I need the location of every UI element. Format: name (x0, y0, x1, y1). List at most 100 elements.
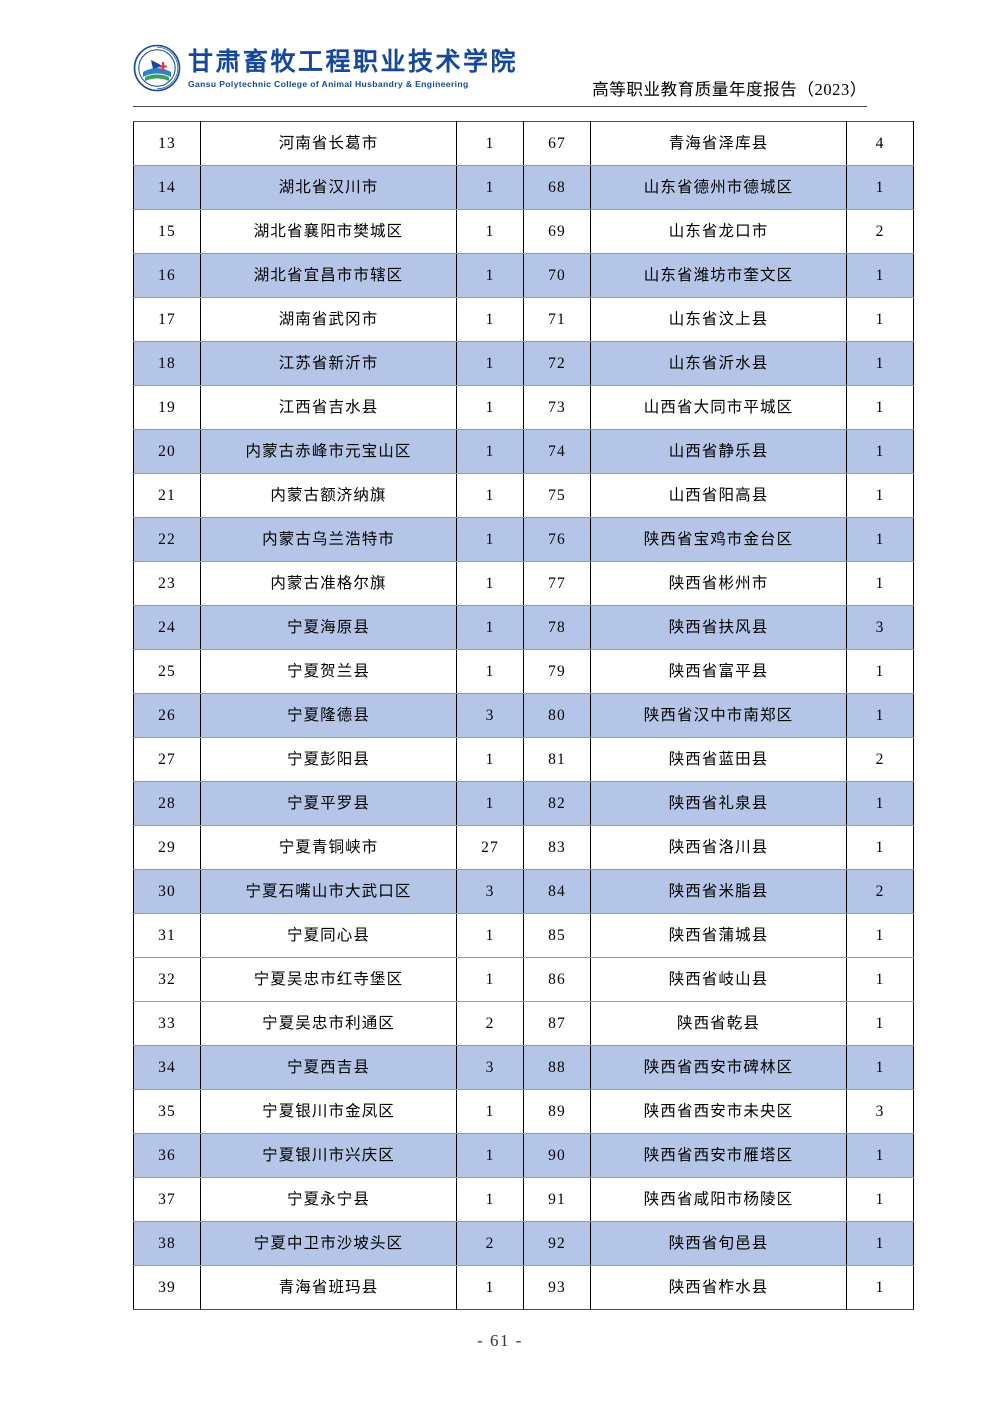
table-row: 23 内蒙古准格尔旗 1 77 陕西省彬州市 1 (133, 561, 914, 606)
cell-left-count: 3 (456, 1045, 524, 1090)
table-row: 30 宁夏石嘴山市大武口区 3 84 陕西省米脂县 2 (133, 869, 914, 914)
institution-name-block: 甘肃畜牧工程职业技术学院 Gansu Polytechnic College o… (188, 47, 518, 90)
cell-left-count: 1 (456, 605, 524, 650)
cell-right-region: 陕西省礼泉县 (590, 781, 847, 826)
cell-left-count: 1 (456, 1089, 524, 1134)
cell-right-count: 1 (846, 693, 914, 738)
cell-left-count: 3 (456, 693, 524, 738)
cell-right-region: 陕西省柞水县 (590, 1265, 847, 1310)
cell-right-region: 山东省潍坊市奎文区 (590, 253, 847, 298)
cell-left-index: 21 (133, 473, 201, 518)
cell-right-count: 1 (846, 957, 914, 1002)
cell-right-count: 1 (846, 429, 914, 474)
cell-left-region: 河南省长葛市 (200, 121, 457, 166)
cell-left-index: 28 (133, 781, 201, 826)
cell-right-index: 92 (523, 1221, 591, 1266)
cell-left-index: 30 (133, 869, 201, 914)
table-container: 13 河南省长葛市 1 67 青海省泽库县 4 14 湖北省汉川市 1 68 山东省德州市德城区 1 1… (133, 121, 914, 1310)
table-row: 36 宁夏银川市兴庆区 1 90 陕西省西安市雁塔区 1 (133, 1133, 914, 1178)
cell-right-region: 陕西省汉中市南郑区 (590, 693, 847, 738)
region-headcount-table: 13 河南省长葛市 1 67 青海省泽库县 4 14 湖北省汉川市 1 68 山东省德州市德城区 1 1… (133, 121, 914, 1310)
institution-name-cn: 甘肃畜牧工程职业技术学院 (188, 48, 519, 76)
cell-right-count: 1 (846, 385, 914, 430)
cell-right-count: 1 (846, 253, 914, 298)
cell-right-count: 1 (846, 1001, 914, 1046)
cell-left-region: 内蒙古额济纳旗 (200, 473, 457, 518)
table-row: 27 宁夏彭阳县 1 81 陕西省蓝田县 2 (133, 737, 914, 782)
cell-left-region: 宁夏吴忠市红寺堡区 (200, 957, 457, 1002)
cell-left-region: 宁夏海原县 (200, 605, 457, 650)
cell-right-region: 山西省静乐县 (590, 429, 847, 474)
cell-left-count: 1 (456, 1133, 524, 1178)
cell-right-index: 75 (523, 473, 591, 518)
cell-left-region: 内蒙古乌兰浩特市 (200, 517, 457, 562)
cell-right-index: 81 (523, 737, 591, 782)
cell-right-region: 陕西省洛川县 (590, 825, 847, 870)
cell-left-count: 1 (456, 253, 524, 298)
cell-right-index: 72 (523, 341, 591, 386)
cell-right-index: 69 (523, 209, 591, 254)
cell-right-region: 陕西省岐山县 (590, 957, 847, 1002)
cell-left-region: 宁夏青铜峡市 (200, 825, 457, 870)
cell-right-count: 1 (846, 297, 914, 342)
cell-right-index: 73 (523, 385, 591, 430)
cell-left-index: 13 (133, 121, 201, 166)
cell-left-index: 15 (133, 209, 201, 254)
cell-left-region: 湖北省宜昌市市辖区 (200, 253, 457, 298)
circular-seal-emblem-icon (133, 44, 181, 92)
table-row: 20 内蒙古赤峰市元宝山区 1 74 山西省静乐县 1 (133, 429, 914, 474)
cell-right-region: 陕西省宝鸡市金台区 (590, 517, 847, 562)
cell-left-region: 宁夏平罗县 (200, 781, 457, 826)
cell-right-index: 88 (523, 1045, 591, 1090)
cell-left-count: 1 (456, 517, 524, 562)
table-row: 15 湖北省襄阳市樊城区 1 69 山东省龙口市 2 (133, 209, 914, 254)
cell-right-count: 2 (846, 209, 914, 254)
table-row: 33 宁夏吴忠市利通区 2 87 陕西省乾县 1 (133, 1001, 914, 1046)
cell-left-region: 宁夏永宁县 (200, 1177, 457, 1222)
table-row: 13 河南省长葛市 1 67 青海省泽库县 4 (133, 121, 914, 166)
cell-right-index: 90 (523, 1133, 591, 1178)
cell-right-region: 山东省汶上县 (590, 297, 847, 342)
cell-left-count: 1 (456, 385, 524, 430)
table-row: 16 湖北省宜昌市市辖区 1 70 山东省潍坊市奎文区 1 (133, 253, 914, 298)
header-divider (133, 106, 867, 107)
cell-right-region: 陕西省乾县 (590, 1001, 847, 1046)
institution-logo: 甘肃畜牧工程职业技术学院 Gansu Polytechnic College o… (133, 44, 518, 92)
cell-right-count: 1 (846, 561, 914, 606)
cell-right-region: 陕西省米脂县 (590, 869, 847, 914)
cell-right-region: 山西省大同市平城区 (590, 385, 847, 430)
cell-right-count: 3 (846, 1089, 914, 1134)
cell-right-count: 1 (846, 1177, 914, 1222)
table-row: 22 内蒙古乌兰浩特市 1 76 陕西省宝鸡市金台区 1 (133, 517, 914, 562)
cell-right-index: 78 (523, 605, 591, 650)
cell-right-region: 陕西省西安市碑林区 (590, 1045, 847, 1090)
cell-left-index: 31 (133, 913, 201, 958)
cell-left-count: 1 (456, 341, 524, 386)
cell-right-region: 陕西省咸阳市杨陵区 (590, 1177, 847, 1222)
cell-left-region: 宁夏银川市兴庆区 (200, 1133, 457, 1178)
cell-left-count: 1 (456, 297, 524, 342)
cell-right-region: 陕西省彬州市 (590, 561, 847, 606)
table-row: 32 宁夏吴忠市红寺堡区 1 86 陕西省岐山县 1 (133, 957, 914, 1002)
cell-left-index: 38 (133, 1221, 201, 1266)
cell-right-count: 1 (846, 517, 914, 562)
cell-left-index: 35 (133, 1089, 201, 1134)
cell-left-index: 32 (133, 957, 201, 1002)
cell-right-index: 93 (523, 1265, 591, 1310)
table-row: 17 湖南省武冈市 1 71 山东省汶上县 1 (133, 297, 914, 342)
cell-left-count: 1 (456, 209, 524, 254)
table-row: 29 宁夏青铜峡市 27 83 陕西省洛川县 1 (133, 825, 914, 870)
table-row: 25 宁夏贺兰县 1 79 陕西省富平县 1 (133, 649, 914, 694)
cell-left-region: 江苏省新沂市 (200, 341, 457, 386)
cell-right-count: 1 (846, 165, 914, 210)
cell-left-count: 2 (456, 1001, 524, 1046)
cell-left-index: 26 (133, 693, 201, 738)
cell-right-count: 1 (846, 473, 914, 518)
cell-right-count: 1 (846, 913, 914, 958)
report-title: 高等职业教育质量年度报告（2023） (592, 80, 867, 99)
cell-right-index: 74 (523, 429, 591, 474)
cell-left-count: 1 (456, 429, 524, 474)
cell-left-region: 湖北省襄阳市樊城区 (200, 209, 457, 254)
table-row: 31 宁夏同心县 1 85 陕西省蒲城县 1 (133, 913, 914, 958)
